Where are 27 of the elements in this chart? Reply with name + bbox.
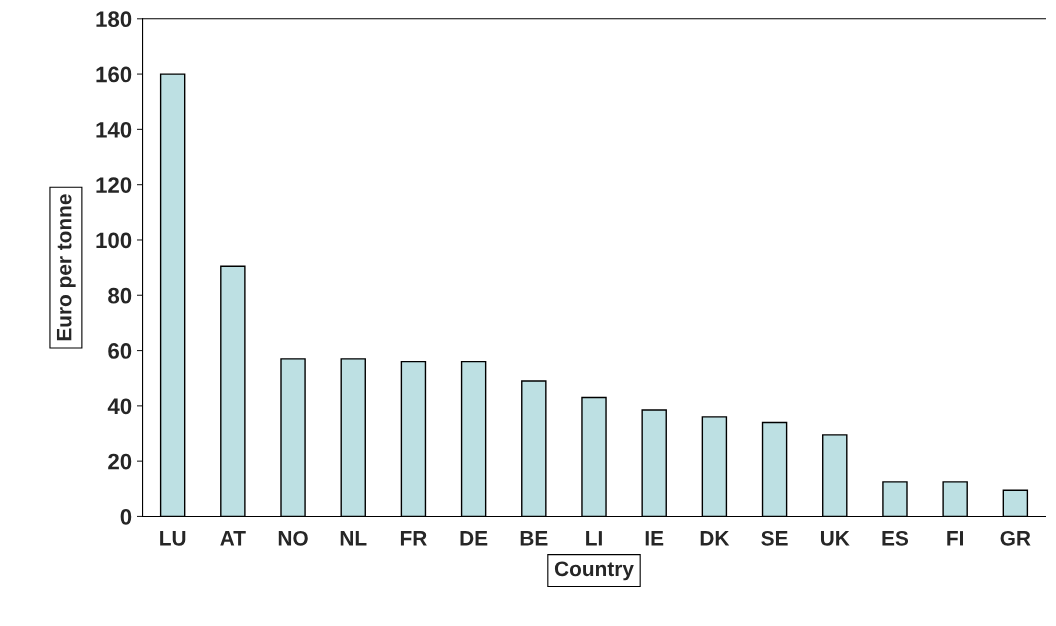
- x-tick-label: ES: [882, 530, 909, 546]
- x-tick-label: FI: [947, 531, 964, 546]
- y-tick-label: 20: [108, 453, 132, 470]
- y-tick-label: 180: [96, 11, 132, 28]
- y-tick-label: 120: [96, 177, 132, 193]
- y-tick-label: 140: [96, 121, 132, 138]
- x-tick-label: NL: [340, 531, 367, 546]
- x-axis-title: Country: [554, 561, 634, 581]
- y-tick-label: 40: [107, 398, 132, 415]
- x-tick-label: FR: [400, 531, 427, 546]
- x-tick-label: DE: [460, 531, 488, 546]
- y-tick-label: 80: [108, 287, 132, 304]
- y-tick-label: 60: [108, 343, 132, 359]
- y-axis-title: Euro per tonne: [56, 194, 76, 341]
- x-tick-label: GR: [1000, 530, 1031, 546]
- x-tick-label: LU: [160, 531, 186, 546]
- y-tick-label: 100: [96, 232, 132, 249]
- y-tick-label: 160: [96, 66, 132, 83]
- x-tick-label: UK: [820, 531, 850, 546]
- x-tick-label: AT: [220, 531, 246, 546]
- x-tick-label: IE: [645, 531, 664, 546]
- x-tick-label: LI: [586, 531, 602, 546]
- x-tick-label: BE: [520, 531, 548, 546]
- x-tick-label: NO: [278, 530, 308, 546]
- x-tick-label: DK: [700, 531, 730, 546]
- x-tick-label: SE: [761, 530, 788, 546]
- y-tick-label: 0: [120, 508, 132, 525]
